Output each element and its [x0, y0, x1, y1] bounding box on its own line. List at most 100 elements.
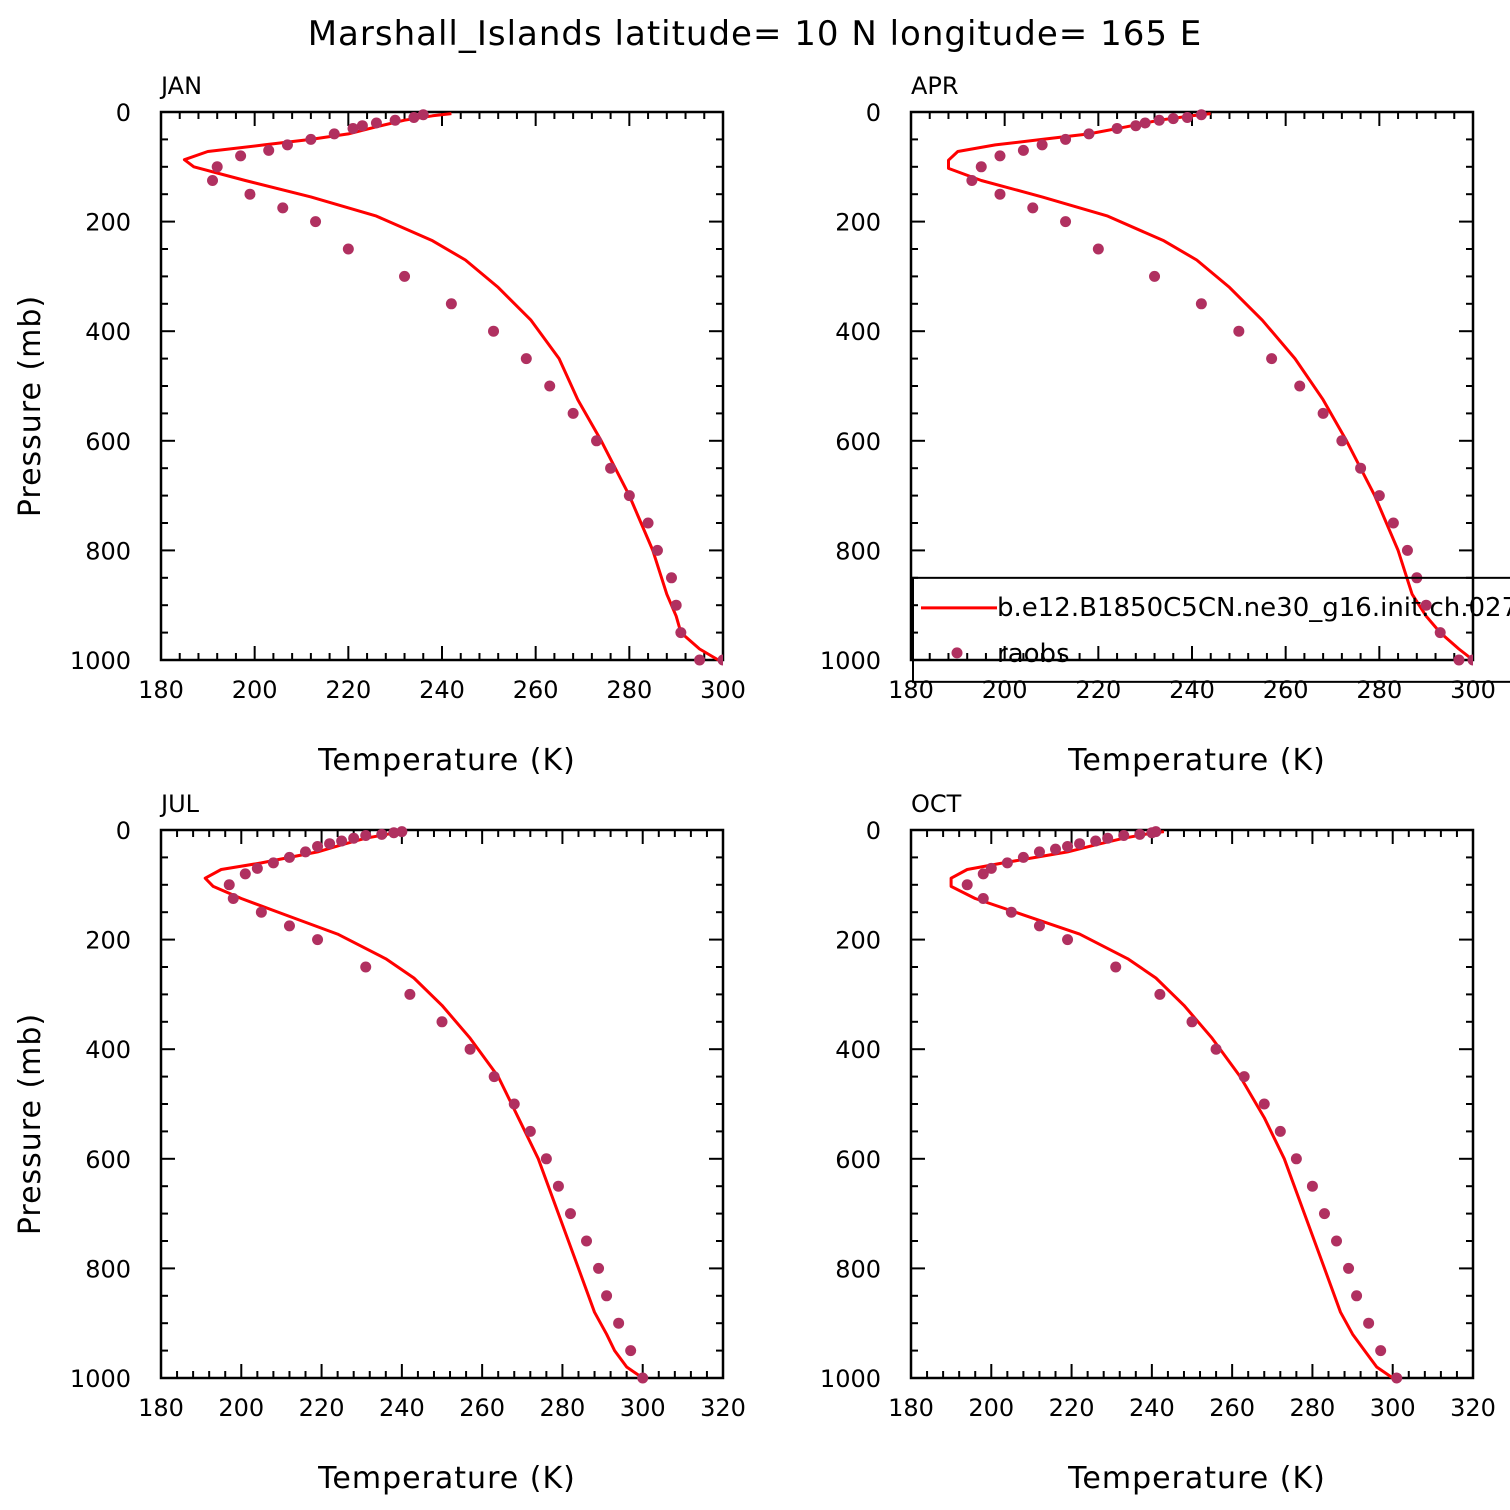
x-axis-label: Temperature (K) — [1067, 1461, 1326, 1496]
figure-title: Marshall_Islands latitude= 10 N longitud… — [308, 14, 1203, 54]
raobs-point — [1258, 1098, 1270, 1110]
raobs-point — [1036, 139, 1048, 151]
raobs-point — [239, 868, 251, 880]
x-tick-label: 220 — [1075, 676, 1121, 704]
raobs-point — [651, 544, 663, 556]
y-tick-label: 800 — [835, 537, 881, 565]
raobs-point — [593, 1262, 605, 1274]
raobs-point — [717, 654, 723, 666]
raobs-point — [1317, 407, 1329, 419]
raobs-point — [1375, 1345, 1387, 1357]
raobs-point — [1363, 1317, 1375, 1329]
x-tick-label: 180 — [138, 676, 184, 704]
raobs-point — [312, 934, 324, 946]
y-tick-label: 600 — [85, 428, 131, 456]
raobs-point — [975, 161, 987, 173]
x-tick-label: 200 — [218, 1394, 264, 1422]
x-tick-label: 200 — [968, 1394, 1014, 1422]
raobs-point — [1130, 120, 1142, 132]
x-tick-label: 260 — [513, 676, 559, 704]
x-tick-label: 300 — [620, 1394, 666, 1422]
x-tick-label: 180 — [888, 676, 934, 704]
raobs-point — [670, 599, 682, 611]
raobs-point — [1186, 1016, 1198, 1028]
y-tick-label: 200 — [85, 209, 131, 237]
raobs-point — [348, 832, 360, 844]
panel-label-jul: JUL — [159, 790, 200, 818]
raobs-point — [312, 840, 324, 852]
y-tick-label: 200 — [835, 927, 881, 955]
y-tick-label: 800 — [835, 1255, 881, 1283]
raobs-point — [464, 1043, 476, 1055]
x-tick-label: 240 — [379, 1394, 425, 1422]
raobs-point — [994, 188, 1006, 200]
raobs-point — [1181, 111, 1193, 123]
raobs-point — [1355, 462, 1367, 474]
raobs-point — [417, 109, 429, 121]
raobs-point — [581, 1235, 593, 1247]
raobs-point — [642, 517, 654, 529]
raobs-point — [994, 150, 1006, 162]
raobs-point — [1343, 1262, 1355, 1274]
raobs-point — [1050, 843, 1062, 855]
x-tick-label: 220 — [325, 676, 371, 704]
raobs-point — [267, 857, 279, 869]
raobs-point — [356, 120, 368, 132]
y-tick-label: 800 — [85, 537, 131, 565]
x-tick-label: 280 — [1356, 676, 1402, 704]
x-tick-label: 260 — [1209, 1394, 1255, 1422]
x-tick-label: 240 — [1169, 676, 1215, 704]
y-tick-label: 200 — [835, 209, 881, 237]
raobs-point — [1274, 1125, 1286, 1137]
raobs-point — [1027, 202, 1039, 214]
raobs-point — [544, 380, 556, 392]
y-tick-label: 1000 — [820, 647, 881, 675]
x-tick-label: 180 — [888, 1394, 934, 1422]
raobs-point — [389, 114, 401, 126]
raobs-point — [263, 144, 275, 156]
plot-data-jan — [182, 109, 723, 666]
x-tick-label: 220 — [1049, 1394, 1095, 1422]
raobs-point — [985, 862, 997, 874]
x-tick-label: 260 — [459, 1394, 505, 1422]
raobs-point — [540, 1153, 552, 1165]
raobs-point — [277, 202, 289, 214]
raobs-point — [1090, 835, 1102, 847]
plot-data-jul — [203, 826, 649, 1384]
x-tick-label: 300 — [700, 676, 746, 704]
raobs-point — [408, 111, 420, 123]
model-line — [203, 830, 644, 1380]
x-tick-label: 300 — [1370, 1394, 1416, 1422]
raobs-point — [1060, 133, 1072, 145]
raobs-point — [211, 161, 223, 173]
raobs-point — [1149, 270, 1161, 282]
raobs-point — [281, 139, 293, 151]
y-axis-label: Pressure (mb) — [13, 295, 48, 517]
y-tick-label: 200 — [85, 927, 131, 955]
raobs-point — [1134, 828, 1146, 840]
raobs-point — [1420, 599, 1432, 611]
panel-oct: 180 200 220 240 260 280 300 320 0 200 400 600 800 100… — [820, 790, 1496, 1496]
legend-model-label: b.e12.B1850C5CN.ne30_g16.init.ch.027 — [997, 593, 1510, 623]
x-tick-label: 280 — [540, 1394, 586, 1422]
x-tick-label: 200 — [232, 676, 278, 704]
raobs-point — [300, 846, 312, 858]
y-tick-label: 1000 — [820, 1365, 881, 1393]
raobs-point — [1062, 840, 1074, 852]
raobs-point — [207, 175, 219, 186]
raobs-point — [1005, 906, 1017, 918]
panel-jan: 180 200 220 240 260 280 300 0 200 400 600 800 1000 JA… — [13, 72, 746, 778]
raobs-point — [360, 961, 372, 973]
raobs-point — [1139, 117, 1151, 129]
x-axis-label: Temperature (K) — [317, 1461, 576, 1496]
raobs-point — [1351, 1290, 1363, 1302]
raobs-point — [961, 879, 973, 891]
raobs-point — [1318, 1208, 1330, 1220]
raobs-point — [625, 1345, 637, 1357]
raobs-point — [1167, 113, 1179, 125]
plot-frame-oct — [909, 828, 1475, 1380]
raobs-point — [1331, 1235, 1343, 1247]
raobs-point — [1146, 827, 1158, 839]
raobs-point — [1467, 654, 1473, 666]
